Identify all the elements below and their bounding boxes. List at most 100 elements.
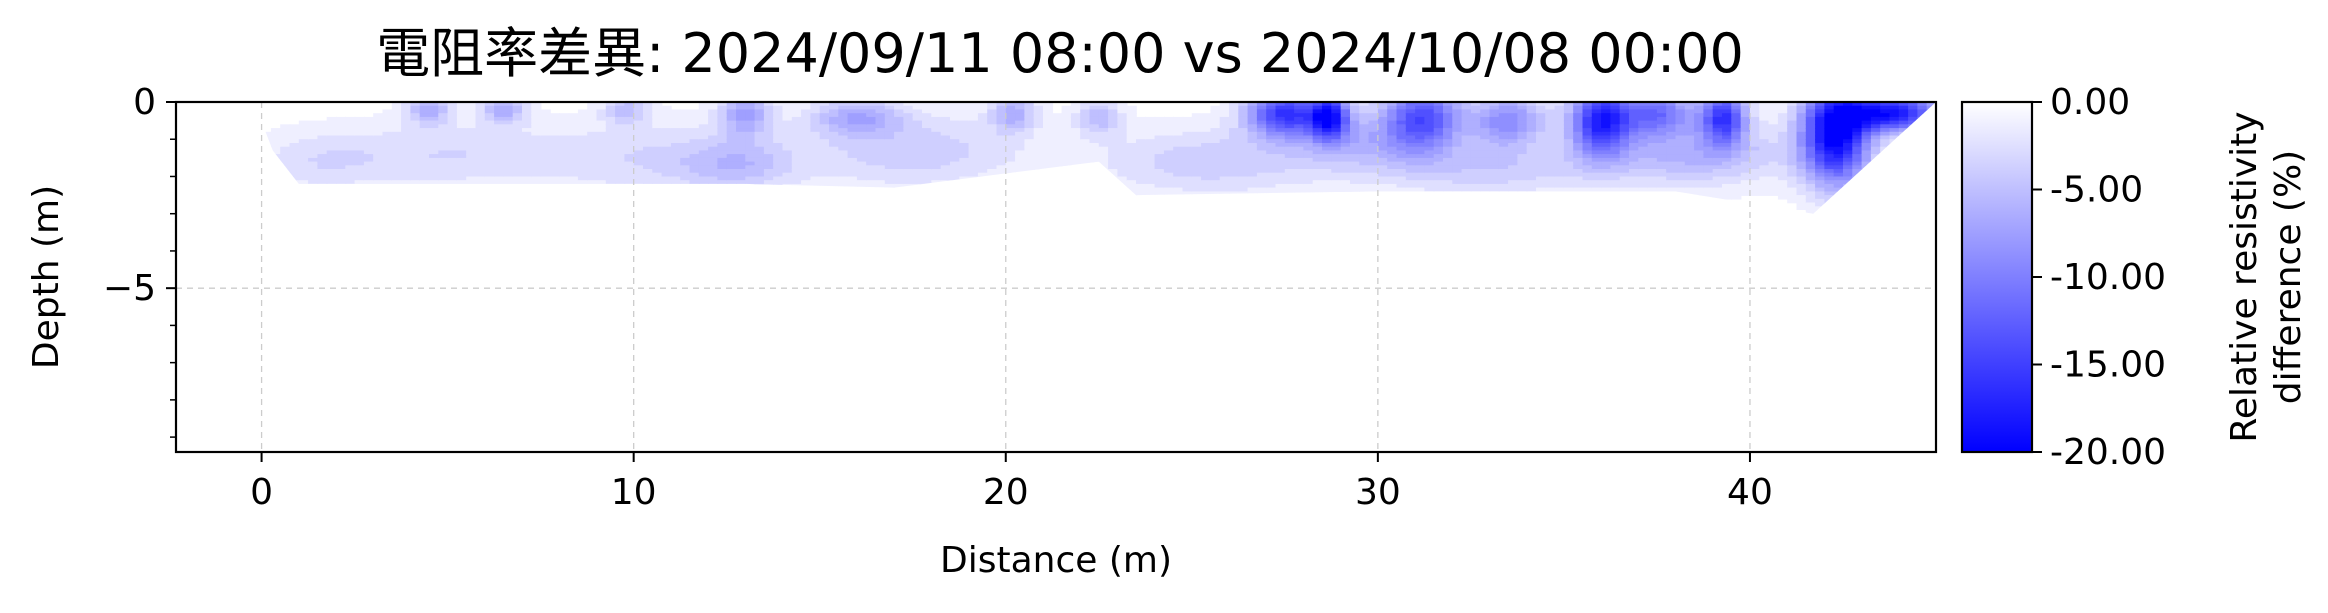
heatmap-cell xyxy=(1898,135,1909,140)
heatmap-cell xyxy=(577,120,588,126)
heatmap-cell xyxy=(447,157,458,163)
heatmap-cell xyxy=(1554,154,1565,159)
heatmap-cell xyxy=(1340,161,1351,167)
heatmap-cell xyxy=(1080,187,1091,193)
heatmap-cell xyxy=(336,131,347,137)
heatmap-cell xyxy=(810,169,821,174)
heatmap-cell xyxy=(1284,154,1295,159)
heatmap-cell xyxy=(298,165,309,170)
heatmap-cell xyxy=(1647,102,1658,107)
heatmap-cell xyxy=(596,143,607,148)
heatmap-cell xyxy=(1629,172,1640,178)
heatmap-cell xyxy=(643,154,654,159)
heatmap-cell xyxy=(791,105,802,111)
heatmap-cell xyxy=(736,109,747,114)
heatmap-cell xyxy=(1098,102,1109,107)
heatmap-cell xyxy=(1591,116,1602,122)
heatmap-cell xyxy=(531,154,542,159)
heatmap-cell xyxy=(1387,165,1398,170)
heatmap-cell xyxy=(1824,191,1835,196)
heatmap-cell xyxy=(847,176,858,181)
heatmap-cell xyxy=(475,180,486,185)
heatmap-cell xyxy=(773,176,784,181)
heatmap-cell xyxy=(838,139,849,144)
heatmap-cell xyxy=(745,169,756,174)
heatmap-cell xyxy=(596,146,607,152)
heatmap-cell xyxy=(559,128,570,133)
heatmap-cell xyxy=(894,135,905,140)
heatmap-cell xyxy=(1350,109,1361,114)
heatmap-cell xyxy=(1098,154,1109,159)
heatmap-cell xyxy=(1601,146,1612,152)
heatmap-cell xyxy=(456,150,467,155)
heatmap-cell xyxy=(1787,154,1798,159)
heatmap-cell xyxy=(1219,120,1230,126)
heatmap-cell xyxy=(670,109,681,114)
heatmap-cell xyxy=(829,172,840,178)
heatmap-cell xyxy=(382,187,393,193)
heatmap-cell xyxy=(1675,135,1686,140)
heatmap-cell xyxy=(1852,206,1863,211)
heatmap-cell xyxy=(1656,124,1667,129)
heatmap-cell xyxy=(1656,109,1667,114)
heatmap-cell xyxy=(1340,195,1351,200)
heatmap-cell xyxy=(1080,105,1091,111)
heatmap-cell xyxy=(791,146,802,152)
heatmap-cell xyxy=(1182,131,1193,137)
heatmap-cell xyxy=(1824,120,1835,126)
heatmap-cell xyxy=(782,198,793,204)
heatmap-cell xyxy=(1266,180,1277,185)
heatmap-cell xyxy=(503,102,514,107)
heatmap-cell xyxy=(363,146,374,152)
heatmap-cell xyxy=(1489,139,1500,144)
heatmap-cell xyxy=(698,161,709,167)
heatmap-cell xyxy=(261,187,272,193)
heatmap-cell xyxy=(1898,139,1909,144)
heatmap-cell xyxy=(763,135,774,140)
heatmap-cell xyxy=(1033,135,1044,140)
heatmap-cell xyxy=(1870,116,1881,122)
heatmap-cell xyxy=(661,157,672,163)
heatmap-cell xyxy=(1191,183,1202,189)
heatmap-cell xyxy=(1656,154,1667,159)
heatmap-cell xyxy=(698,183,709,189)
heatmap-cell xyxy=(391,105,402,111)
heatmap-cell xyxy=(1340,102,1351,107)
heatmap-cell xyxy=(1731,116,1742,122)
heatmap-cell xyxy=(1080,131,1091,137)
heatmap-cell xyxy=(1563,139,1574,144)
heatmap-cell xyxy=(298,146,309,152)
heatmap-cell xyxy=(1108,105,1119,111)
heatmap-cell xyxy=(1582,143,1593,148)
heatmap-cell xyxy=(1322,128,1333,133)
heatmap-cell xyxy=(633,180,644,185)
heatmap-cell xyxy=(1080,150,1091,155)
heatmap-cell xyxy=(596,150,607,155)
heatmap-cell xyxy=(1359,124,1370,129)
heatmap-cell xyxy=(308,169,319,174)
heatmap-cell xyxy=(1154,150,1165,155)
heatmap-cell xyxy=(866,187,877,193)
heatmap-cell xyxy=(652,131,663,137)
heatmap-cell xyxy=(754,135,765,140)
heatmap-cells xyxy=(254,102,1937,214)
heatmap-cell xyxy=(1601,120,1612,126)
heatmap-cell xyxy=(1815,143,1826,148)
heatmap-cell xyxy=(1350,102,1361,107)
heatmap-cell xyxy=(419,128,430,133)
heatmap-cell xyxy=(968,161,979,167)
heatmap-cell xyxy=(829,102,840,107)
heatmap-cell xyxy=(1833,206,1844,211)
heatmap-cell xyxy=(1489,128,1500,133)
heatmap-cell xyxy=(652,202,663,207)
heatmap-cell xyxy=(410,187,421,193)
heatmap-cell xyxy=(1182,183,1193,189)
heatmap-cell xyxy=(1750,169,1761,174)
heatmap-cell xyxy=(559,131,570,137)
heatmap-cell xyxy=(587,124,598,129)
heatmap-cell xyxy=(1852,165,1863,170)
heatmap-cell xyxy=(1312,102,1323,107)
heatmap-cell xyxy=(1768,176,1779,181)
heatmap-cell xyxy=(1108,165,1119,170)
heatmap-cell xyxy=(1015,128,1026,133)
